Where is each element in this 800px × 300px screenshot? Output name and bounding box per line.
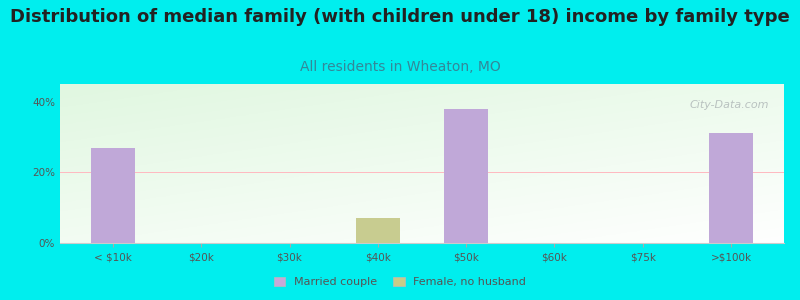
Bar [91,148,135,243]
Bar [356,218,400,243]
Text: City-Data.com: City-Data.com [690,100,770,110]
Text: Distribution of median family (with children under 18) income by family type: Distribution of median family (with chil… [10,8,790,26]
Text: All residents in Wheaton, MO: All residents in Wheaton, MO [300,60,500,74]
Legend: Married couple, Female, no husband: Married couple, Female, no husband [270,272,530,291]
Bar [444,109,488,243]
Bar [709,134,753,243]
